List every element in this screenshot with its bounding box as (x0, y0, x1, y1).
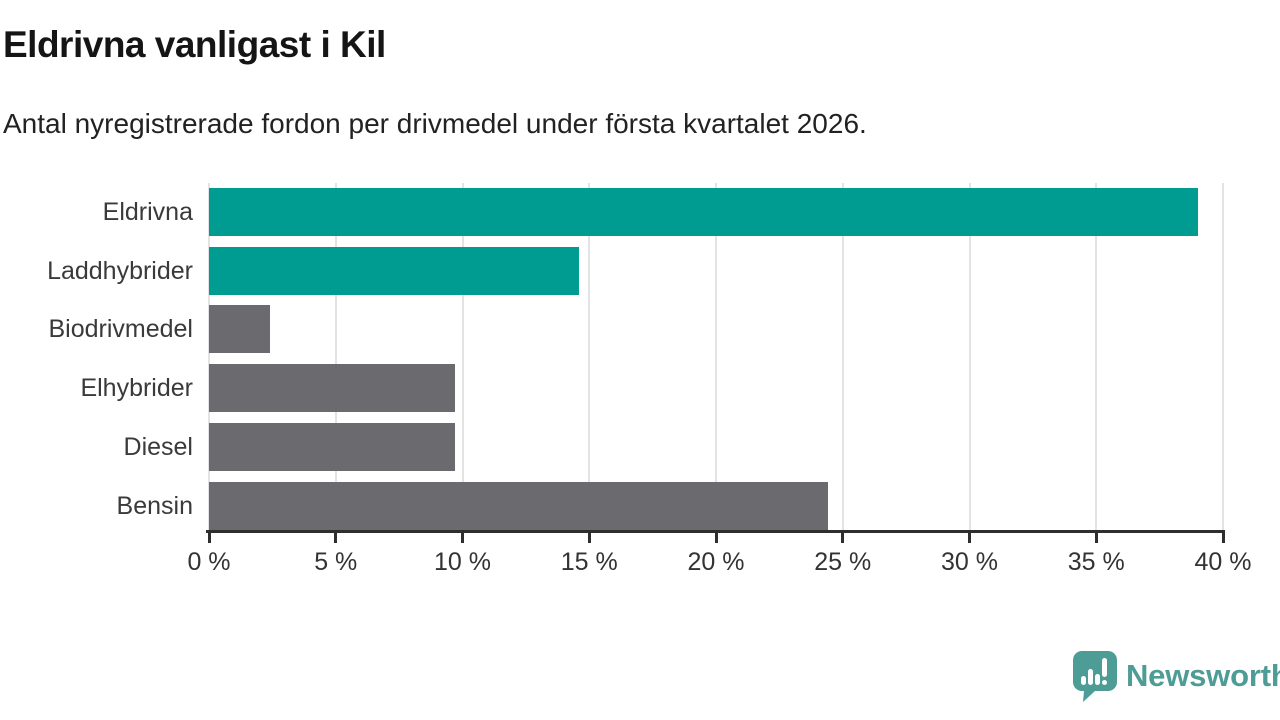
tick-mark-25 (841, 530, 845, 543)
brand-footer: Newsworthy (1070, 650, 1280, 702)
bar-elhybrider (209, 364, 455, 413)
tick-mark-30 (968, 530, 971, 543)
tick-label-40: 40 % (1194, 548, 1252, 576)
newsworthy-logo-icon (1073, 651, 1117, 702)
category-label-diesel: Diesel (123, 432, 193, 461)
tick-mark-0 (207, 530, 211, 543)
category-label-biodrivmedel: Biodrivmedel (48, 315, 193, 344)
bar-bensin (209, 481, 828, 530)
brand-wordmark: Newsworthy (1126, 658, 1280, 693)
gridline-30 (968, 183, 971, 530)
bar-eldrivna (209, 188, 1198, 236)
category-label-eldrivna: Eldrivna (102, 198, 193, 226)
tick-mark-15 (587, 530, 591, 543)
chart-subtitle: Antal nyregistrerade fordon per drivmede… (3, 108, 867, 139)
tick-mark-35 (1094, 530, 1098, 543)
tick-label-5: 5 % (314, 548, 358, 576)
plot-area (208, 183, 1224, 530)
gridline-35 (1095, 183, 1098, 530)
tick-label-10: 10 % (434, 548, 491, 576)
category-label-bensin: Bensin (116, 491, 193, 520)
bar-biodrivmedel (209, 305, 270, 354)
tick-mark-5 (334, 530, 338, 543)
gridline-40 (1222, 183, 1224, 530)
category-label-laddhybrider: Laddhybrider (47, 256, 193, 285)
tick-label-15: 15 % (560, 548, 618, 576)
bar-diesel (209, 422, 455, 471)
tick-mark-40 (1221, 530, 1225, 543)
gridline-5 (334, 183, 337, 530)
gridline-15 (588, 183, 591, 530)
gridline-20 (715, 183, 717, 530)
chart-title: Eldrivna vanligast i Kil (3, 24, 386, 65)
tick-label-30: 30 % (941, 548, 998, 576)
tick-label-25: 25 % (814, 548, 872, 576)
gridline-0 (208, 183, 210, 530)
tick-label-0: 0 % (187, 548, 231, 576)
category-label-elhybrider: Elhybrider (80, 374, 193, 403)
bar-laddhybrider (209, 246, 580, 295)
gridline-10 (461, 183, 464, 530)
gridline-25 (841, 183, 844, 530)
tick-mark-10 (461, 530, 464, 543)
tick-mark-20 (714, 530, 718, 543)
tick-label-35: 35 % (1067, 548, 1125, 576)
tick-label-20: 20 % (687, 548, 745, 576)
